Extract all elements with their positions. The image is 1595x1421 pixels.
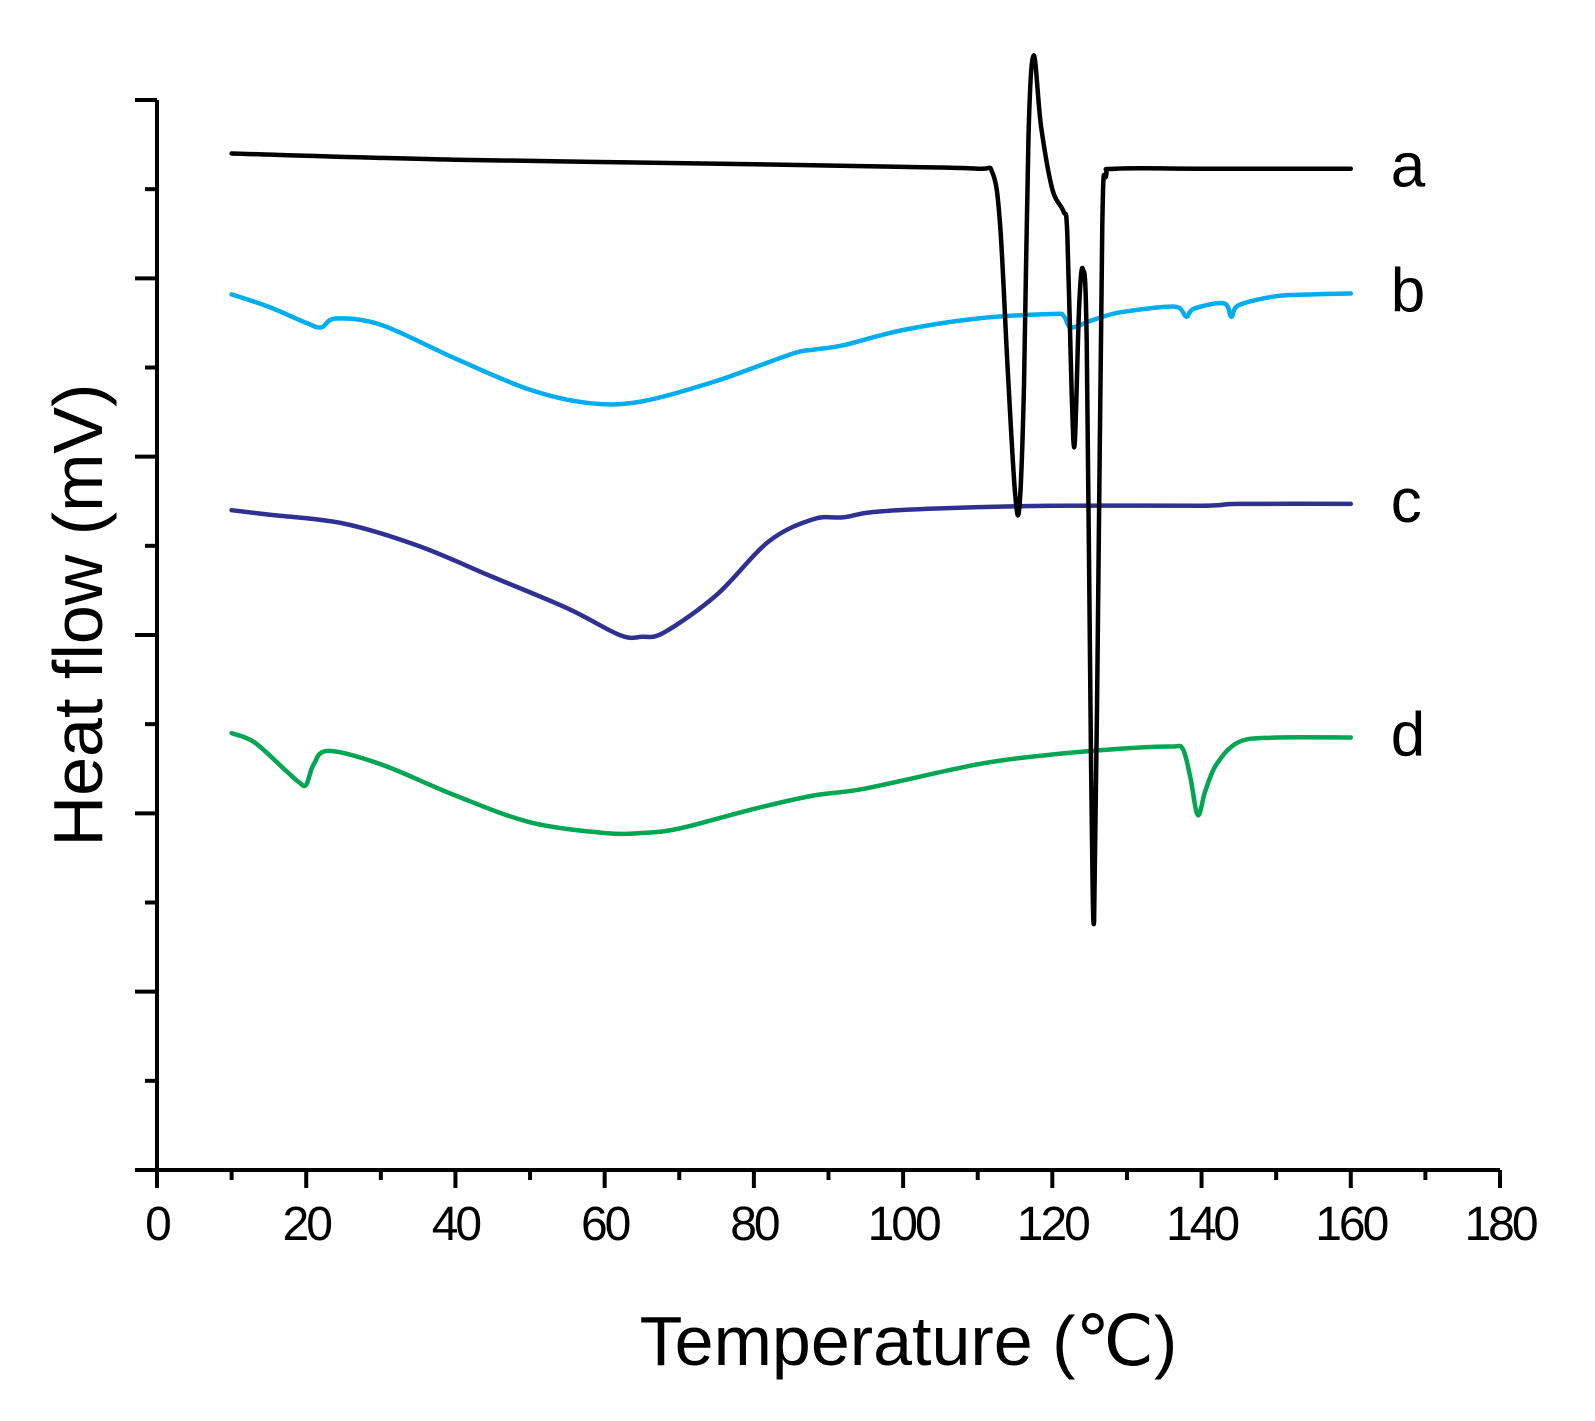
series-c-line	[229, 501, 1354, 641]
series-b-label: b	[1391, 256, 1425, 325]
x-tick-label: 120	[1017, 1198, 1089, 1251]
x-tick-label: 40	[432, 1198, 481, 1251]
series-d-line	[229, 730, 1354, 837]
series-layer: b c d a	[229, 53, 1426, 927]
x-tick-label: 80	[730, 1198, 779, 1251]
x-tick-label: 60	[581, 1198, 630, 1251]
x-tick-label: 0	[145, 1198, 170, 1251]
y-axis-title: Heat flow (mV)	[39, 384, 117, 847]
series-a-line	[229, 53, 1354, 927]
x-axis-ticks: 0 20 40 60 80 100 120 140 160 180	[145, 1170, 1540, 1251]
series-c-label: c	[1391, 467, 1422, 536]
series-a-label: a	[1391, 132, 1426, 201]
x-tick-label: 140	[1166, 1198, 1238, 1251]
series-d-label: d	[1391, 701, 1425, 770]
series-b-line	[229, 291, 1354, 407]
x-tick-label: 160	[1315, 1198, 1387, 1251]
x-tick-label: 20	[283, 1198, 332, 1251]
x-tick-label: 100	[868, 1198, 940, 1251]
x-axis-title: Temperature (℃)	[640, 1302, 1178, 1380]
y-axis-ticks	[135, 98, 157, 1172]
x-tick-label: 180	[1464, 1198, 1536, 1251]
axes	[155, 100, 1500, 1172]
